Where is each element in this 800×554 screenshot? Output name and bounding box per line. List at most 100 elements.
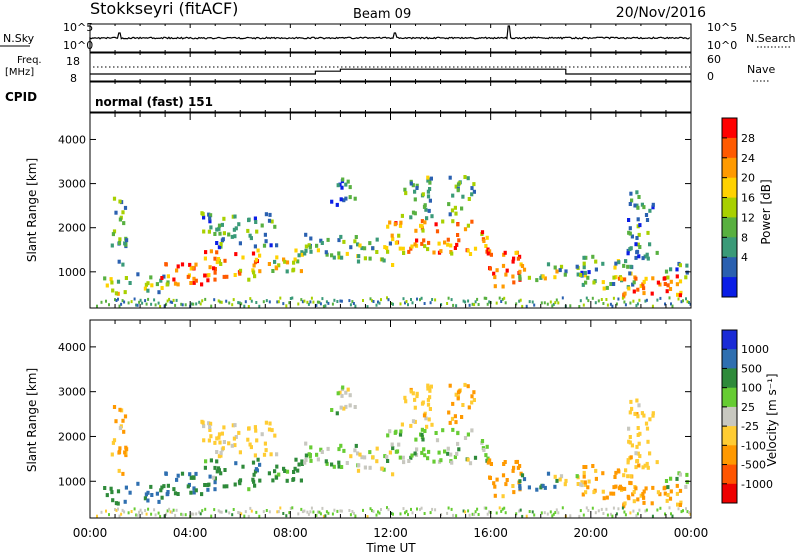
power-cell xyxy=(420,219,424,224)
power-cell xyxy=(519,298,522,302)
velocity-cell xyxy=(353,448,357,453)
power-cell xyxy=(446,242,450,247)
power-cell xyxy=(587,299,590,303)
velocity-cell xyxy=(144,492,148,497)
velocity-cell xyxy=(591,506,594,510)
power-cell xyxy=(191,265,195,270)
velocity-cell xyxy=(380,466,384,471)
power-cell xyxy=(118,237,122,242)
power-cell xyxy=(123,205,128,210)
velocity-cell xyxy=(363,465,367,470)
power-cell xyxy=(415,183,419,188)
velocity-cell xyxy=(685,507,687,511)
velocity-cell xyxy=(591,464,595,468)
velocity-cell xyxy=(623,510,626,514)
velocity-cell xyxy=(238,450,242,455)
velocity-cell xyxy=(413,419,417,424)
power-cell xyxy=(253,216,257,221)
power-cell xyxy=(184,303,187,307)
power-cell xyxy=(208,216,212,221)
velocity-cell xyxy=(308,454,312,459)
power-cell xyxy=(357,254,361,259)
velocity-cell xyxy=(582,513,585,517)
power-cell xyxy=(594,301,597,305)
power-cell xyxy=(213,277,217,282)
velocity-cell xyxy=(612,485,616,490)
power-cell xyxy=(274,266,279,271)
velocity-cell xyxy=(636,414,640,419)
velocity-cell xyxy=(684,484,688,489)
power-cell xyxy=(631,282,635,287)
y-tick-label: 2000 xyxy=(58,430,86,443)
power-cell xyxy=(639,284,643,288)
power-cell xyxy=(216,257,221,261)
power-cell xyxy=(527,275,531,280)
velocity-cell xyxy=(423,429,427,433)
colorbar-tick-label: -500 xyxy=(741,459,766,472)
velocity-cell xyxy=(614,484,618,489)
velocity-cell xyxy=(420,435,424,439)
velocity-cell xyxy=(651,413,655,418)
power-cell xyxy=(163,304,166,308)
power-cell xyxy=(210,304,213,308)
power-cell xyxy=(411,183,415,188)
colorbar-tick-label: 100 xyxy=(741,382,762,395)
power-cell xyxy=(150,283,154,288)
power-cell xyxy=(525,304,528,308)
power-cell xyxy=(388,241,392,246)
power-cell xyxy=(422,238,426,243)
velocity-cell xyxy=(594,468,598,473)
power-cell xyxy=(553,275,557,280)
velocity-cell xyxy=(402,507,405,511)
power-cell xyxy=(612,296,615,300)
velocity-cell xyxy=(585,506,588,510)
power-cell xyxy=(304,232,308,237)
power-cell xyxy=(555,269,559,274)
power-cell xyxy=(200,282,204,287)
power-cell xyxy=(114,298,116,302)
velocity-cell xyxy=(645,508,648,512)
velocity-cell xyxy=(424,416,428,421)
power-cell xyxy=(180,262,185,267)
velocity-cell xyxy=(222,440,226,444)
velocity-cell xyxy=(105,493,109,498)
power-cell xyxy=(488,266,492,271)
velocity-cell xyxy=(217,435,221,440)
colorbar-tick-label: 25 xyxy=(741,401,755,414)
velocity-cell xyxy=(194,488,198,493)
velocity-cell xyxy=(118,446,122,451)
velocity-cell xyxy=(210,514,213,518)
velocity-cell xyxy=(159,488,163,493)
power-cell xyxy=(145,302,148,306)
velocity-cell xyxy=(202,438,206,443)
velocity-cell xyxy=(222,425,226,430)
velocity-cell xyxy=(304,453,308,458)
velocity-cell xyxy=(291,506,294,510)
power-cell xyxy=(665,289,669,294)
power-cell xyxy=(368,241,372,246)
power-cell xyxy=(540,301,543,305)
velocity-cell xyxy=(514,460,518,464)
power-cell xyxy=(342,198,346,203)
velocity-cell xyxy=(656,490,660,495)
velocity-cell xyxy=(656,508,659,512)
velocity-cell xyxy=(398,455,402,460)
power-cell xyxy=(422,204,427,209)
power-cell xyxy=(426,178,430,183)
velocity-cell xyxy=(427,417,431,422)
power-cell xyxy=(423,244,427,249)
power-cell xyxy=(564,269,568,274)
power-cell xyxy=(486,302,489,306)
power-cell xyxy=(194,262,198,267)
power-cell xyxy=(217,299,220,303)
velocity-cell xyxy=(420,432,424,437)
power-cell xyxy=(591,296,594,300)
velocity-cell xyxy=(218,440,222,445)
power-cell xyxy=(407,249,411,254)
power-cell xyxy=(327,301,330,305)
velocity-cell xyxy=(349,454,353,459)
noise-sky-line xyxy=(89,25,691,51)
power-cell xyxy=(336,183,340,188)
colorbar-tick-label: 24 xyxy=(741,152,755,165)
velocity-cell xyxy=(426,386,430,391)
